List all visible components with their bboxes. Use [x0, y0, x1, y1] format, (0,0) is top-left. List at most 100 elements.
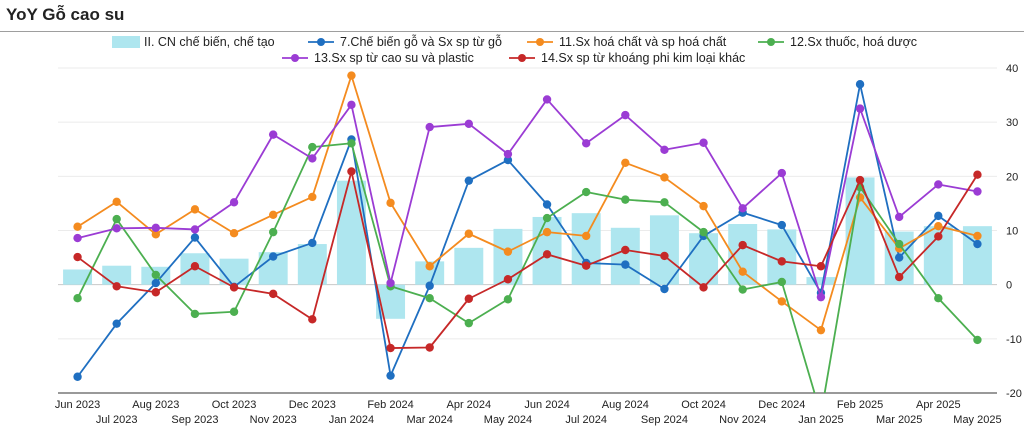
data-point	[73, 252, 82, 262]
data-point	[581, 231, 591, 241]
data-point	[503, 275, 513, 284]
data-point	[151, 288, 161, 297]
data-point	[894, 212, 904, 222]
data-point	[699, 227, 708, 237]
data-point	[855, 104, 865, 113]
data-point	[738, 204, 747, 213]
data-point	[151, 278, 161, 288]
data-point	[268, 130, 278, 139]
legend: II. CN chế biến, chế tạo 7.Chế biến gỗ và…	[112, 34, 917, 65]
data-point	[464, 294, 474, 303]
x-tick-label: Sep 2024	[641, 414, 688, 426]
x-tick-label: Jul 2023	[96, 414, 138, 426]
bar	[102, 265, 132, 285]
x-tick-label: Aug 2024	[602, 399, 649, 411]
data-point	[112, 224, 121, 233]
data-point	[425, 343, 434, 352]
data-point	[425, 262, 434, 271]
x-tick-label: Dec 2024	[758, 399, 805, 411]
x-tick-label: May 2024	[484, 414, 532, 426]
data-point	[816, 325, 826, 335]
data-point	[660, 198, 669, 207]
data-point	[816, 292, 826, 302]
y-tick-label: 10	[1006, 226, 1018, 238]
data-point	[542, 200, 552, 209]
data-point	[151, 230, 161, 239]
bar	[649, 215, 679, 285]
data-point	[73, 372, 82, 381]
y-tick-label: -20	[1006, 388, 1022, 400]
data-point	[581, 261, 591, 270]
data-point	[268, 252, 278, 261]
data-point	[425, 281, 434, 290]
data-point	[464, 119, 474, 128]
data-point	[542, 95, 552, 104]
line-series	[73, 167, 982, 353]
data-point	[347, 100, 356, 110]
data-point	[308, 154, 317, 163]
data-point	[973, 239, 982, 249]
chart-title: YoY Gỗ cao su	[6, 5, 125, 24]
data-point	[621, 260, 630, 269]
legend-label: 14.Sx sp từ khoáng phi kim loại khác	[541, 51, 745, 65]
x-tick-label: Feb 2025	[837, 399, 883, 411]
data-point	[660, 145, 669, 154]
data-point	[268, 289, 278, 299]
data-point	[855, 80, 865, 89]
data-point	[73, 233, 82, 243]
data-point	[581, 187, 591, 197]
data-point	[347, 71, 356, 80]
data-point	[699, 138, 708, 147]
data-point	[190, 233, 200, 242]
data-point	[973, 170, 982, 179]
data-point	[503, 247, 513, 256]
line-series	[73, 80, 982, 381]
bar	[219, 258, 249, 285]
x-tick-label: Feb 2024	[367, 399, 413, 411]
data-point	[190, 309, 200, 319]
data-point	[190, 262, 200, 271]
data-point	[425, 122, 434, 132]
x-tick-labels: Jun 2023 Jul 2023 Aug 2023 Sep 2023 Oct 2023…	[55, 399, 1002, 426]
legend-item: 14.Sx sp từ khoáng phi kim loại khác	[509, 51, 745, 65]
data-point	[934, 180, 943, 189]
y-tick-label: 0	[1006, 280, 1012, 292]
legend-swatch	[112, 36, 140, 48]
data-point	[894, 253, 904, 262]
x-tick-label: Oct 2024	[681, 399, 726, 411]
x-tick-label: Mar 2024	[406, 414, 452, 426]
data-point	[894, 272, 904, 282]
x-tick-label: May 2025	[953, 414, 1001, 426]
data-point	[308, 315, 317, 324]
data-point	[386, 343, 395, 353]
x-tick-label: Jan 2025	[798, 414, 843, 426]
series-line	[77, 98, 978, 299]
data-point	[229, 307, 239, 316]
data-point	[229, 229, 239, 238]
data-point	[777, 277, 787, 287]
legend-item: II. CN chế biến, chế tạo	[112, 35, 275, 49]
data-point	[268, 227, 278, 237]
data-point	[425, 294, 434, 303]
data-point	[777, 220, 787, 230]
bar	[63, 269, 93, 285]
x-tick-label: Apr 2025	[916, 399, 961, 411]
legend-marker	[317, 38, 325, 46]
data-point	[347, 167, 356, 176]
data-point	[464, 176, 474, 185]
data-point	[777, 297, 787, 306]
data-point	[777, 168, 787, 178]
data-point	[73, 294, 82, 303]
bar	[297, 244, 327, 285]
x-tick-label: Sep 2023	[171, 414, 218, 426]
x-tick-label: Nov 2024	[719, 414, 766, 426]
data-point	[621, 245, 630, 255]
data-point	[816, 262, 826, 271]
legend-marker	[767, 38, 775, 46]
data-point	[660, 251, 669, 261]
data-point	[308, 192, 317, 202]
data-point	[190, 205, 200, 214]
legend-marker	[536, 38, 544, 46]
